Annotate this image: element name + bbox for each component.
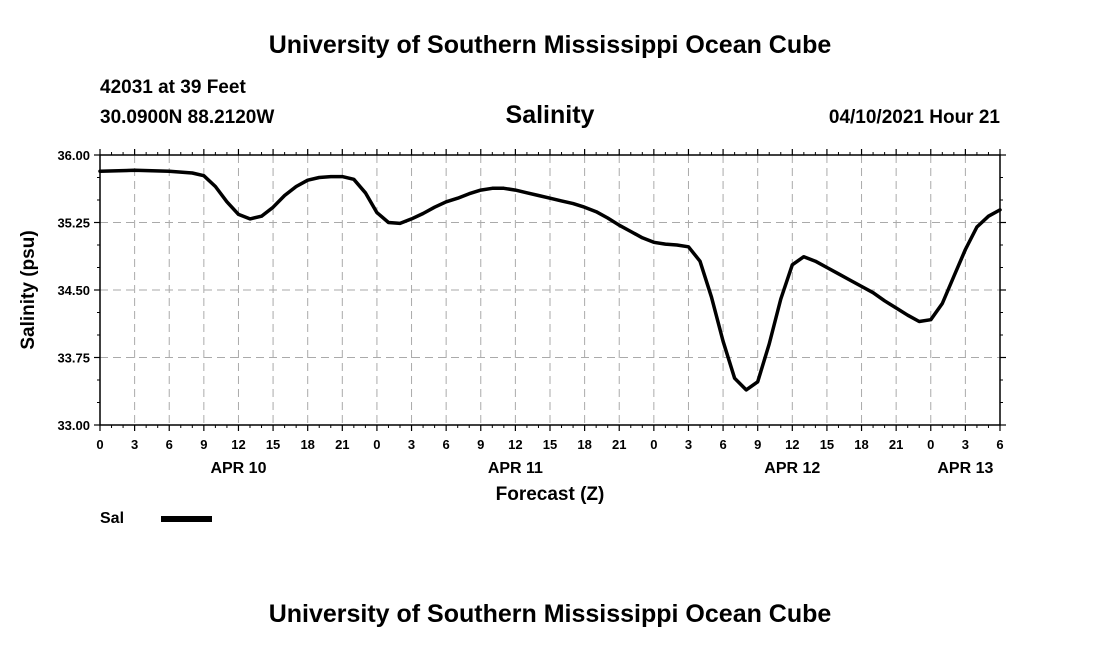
y-tick-label: 34.50 [57,283,90,298]
x-tick-label: 15 [543,437,557,452]
x-tick-label: 12 [508,437,522,452]
x-tick-label: 3 [408,437,415,452]
x-tick-label: 21 [612,437,626,452]
coordinates-label: 30.0900N 88.2120W [100,107,275,128]
x-tick-label: 3 [131,437,138,452]
x-tick-label: 15 [266,437,280,452]
x-tick-label: 15 [820,437,834,452]
datetime-label: 04/10/2021 Hour 21 [828,107,1000,128]
y-axis-title: Salinity (psu) [18,230,39,349]
x-tick-label: 6 [443,437,450,452]
x-tick-label: 0 [96,437,103,452]
x-tick-label: 6 [719,437,726,452]
x-axis-title: Forecast (Z) [496,484,605,505]
x-tick-label: 12 [231,437,245,452]
grid-lines [100,155,1000,425]
bottom-title: University of Southern Mississippi Ocean… [268,600,832,628]
date-label: APR 11 [488,460,543,477]
y-tick-label: 36.00 [57,148,90,163]
x-tick-label: 0 [927,437,934,452]
x-tick-label: 18 [300,437,314,452]
x-tick-label: 6 [166,437,173,452]
x-tick-label: 3 [962,437,969,452]
station-label: 42031 at 39 Feet [100,77,246,98]
axis-labels: 33.00 33.75 34.50 35.25 36.00 0 3 6 9 12 15 18 21 0 3 6… [18,148,1004,505]
x-tick-label: 0 [373,437,380,452]
y-tick-label: 35.25 [57,216,90,231]
x-tick-label: 0 [650,437,657,452]
series-line-sal [98,168,1002,392]
y-tick-label: 33.75 [57,351,90,366]
x-tick-label: 3 [685,437,692,452]
x-tick-label: 18 [577,437,591,452]
legend-swatch [161,516,212,522]
legend-label: Sal [100,510,125,527]
chart-subtitle: Salinity [505,101,595,129]
x-tick-label: 9 [477,437,484,452]
x-tick-label: 21 [889,437,903,452]
x-tick-label: 9 [200,437,207,452]
x-tick-label: 9 [754,437,761,452]
x-tick-label: 6 [996,437,1003,452]
x-tick-label: 12 [785,437,799,452]
x-tick-label: 21 [335,437,349,452]
series-layer [98,168,1002,392]
plot-frame [99,154,1001,426]
axes [94,149,1006,431]
date-label: APR 12 [764,460,820,477]
y-tick-label: 33.00 [57,418,90,433]
date-label: APR 10 [210,460,266,477]
x-tick-label: 18 [854,437,868,452]
top-title: University of Southern Mississippi Ocean… [268,31,832,59]
date-label: APR 13 [937,460,993,477]
